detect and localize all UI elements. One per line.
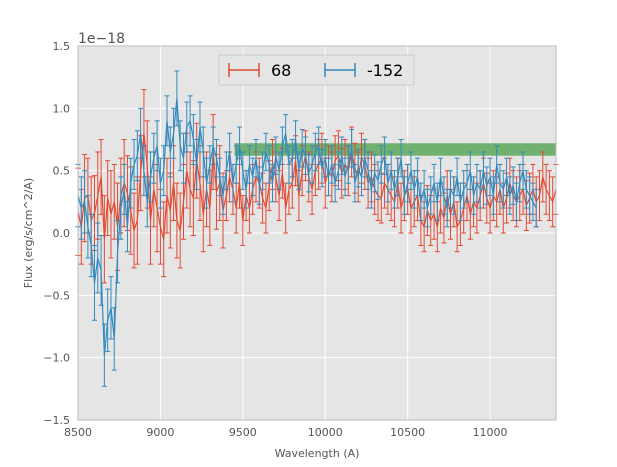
legend-label: 68 [271,61,291,80]
plot-frame [77,45,557,421]
x-axis: 8500 9000 9500 10000 10500 11000 [64,45,557,439]
x-tick-label: 10500 [390,426,425,439]
x-tick-label: 10000 [308,426,343,439]
series-line [77,133,557,240]
y-tick-label: −0.5 [43,289,70,302]
series-2 [75,70,539,387]
x-axis-label: Wavelength (A) [275,447,360,460]
y-axis-label: Flux (erg/s/cm^2/A) [22,178,35,288]
y-tick-label: −1.0 [43,352,70,365]
y-tick-label: 0.0 [53,227,71,240]
y-tick-label: 1.0 [53,102,71,115]
y-tick-label: 1.5 [53,40,71,53]
series-line [77,98,537,356]
y-tick-label: −1.5 [43,414,70,427]
x-tick-label: 11000 [473,426,508,439]
y-offset-label: 1e−18 [78,31,125,47]
x-tick-label: 9500 [229,426,257,439]
x-tick-label: 9000 [146,426,174,439]
y-axis: −1.5 −1.0 −0.5 0.0 0.5 1.0 1.5 [43,40,70,427]
y-tick-label: 0.5 [53,165,71,178]
legend: 68 -152 [218,54,415,86]
legend-label: -152 [367,61,403,80]
x-tick-label: 8500 [64,426,92,439]
